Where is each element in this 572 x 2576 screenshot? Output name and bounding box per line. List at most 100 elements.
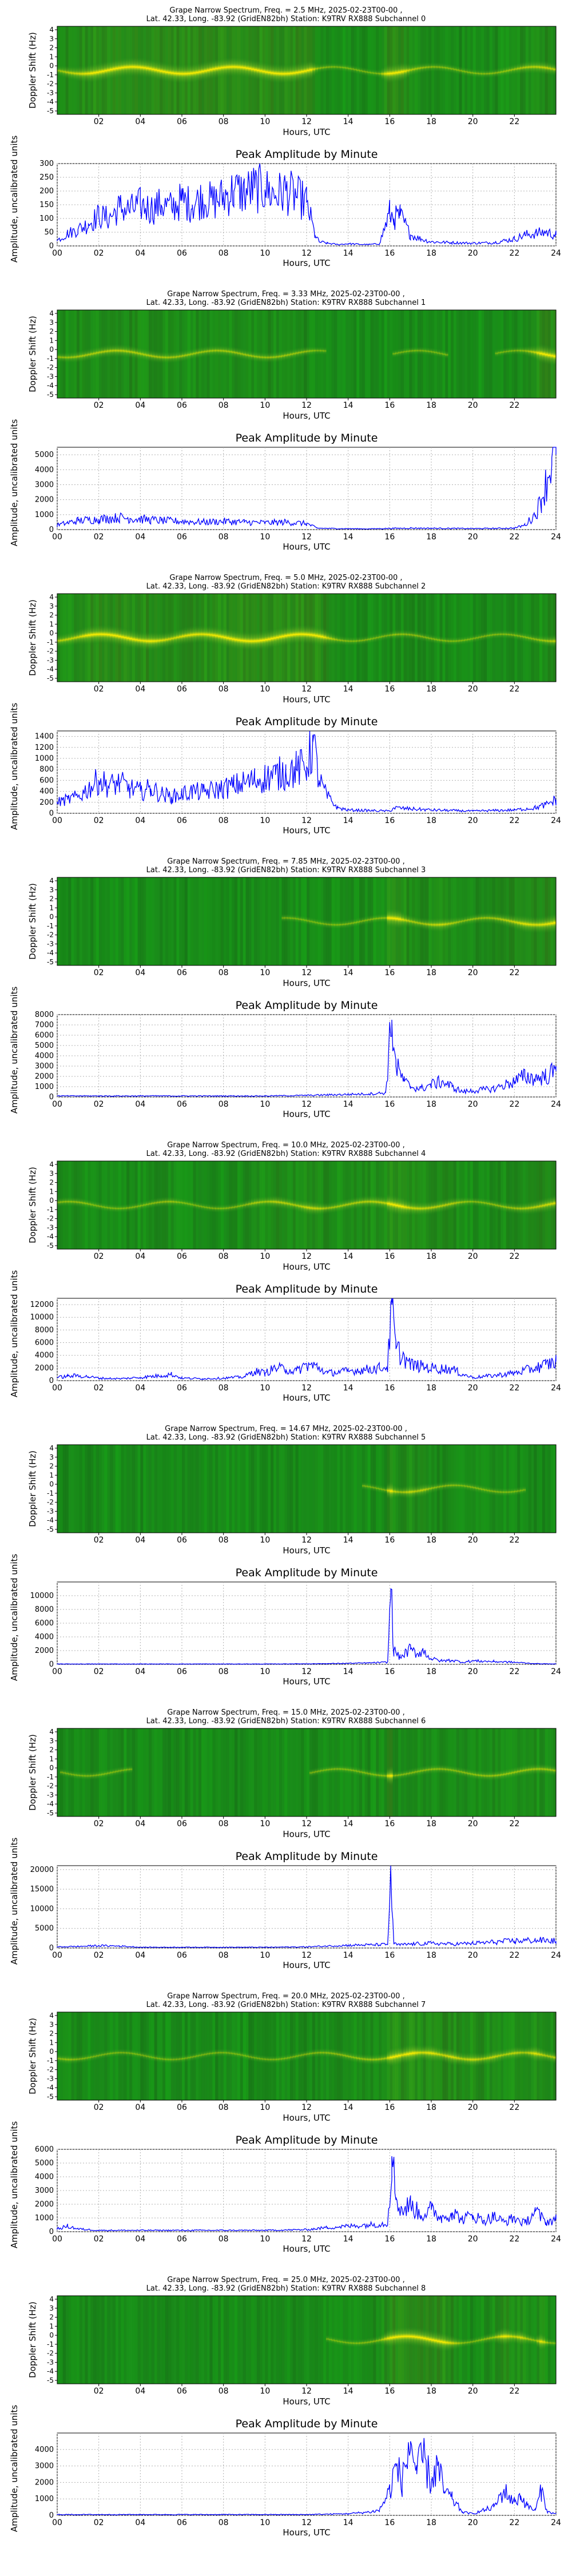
doppler-trace xyxy=(376,2053,379,2066)
doppler-trace xyxy=(522,915,526,933)
doppler-trace xyxy=(331,62,335,71)
x-tick-label: 20 xyxy=(468,968,478,977)
doppler-trace xyxy=(98,345,102,359)
doppler-trace xyxy=(376,633,379,642)
x-tick-label: 16 xyxy=(384,1100,395,1109)
doppler-trace xyxy=(403,347,407,356)
doppler-trace xyxy=(450,2335,454,2352)
doppler-trace xyxy=(304,624,307,645)
doppler-trace xyxy=(301,2050,304,2060)
doppler-trace xyxy=(381,66,385,81)
doppler-trace xyxy=(281,2054,285,2064)
x-tick-label: 12 xyxy=(301,401,312,410)
doppler-trace xyxy=(190,348,193,360)
spectrogram-column xyxy=(204,1445,208,1533)
doppler-trace xyxy=(334,62,337,71)
y-tick-label: -2 xyxy=(47,1782,54,1790)
spectrogram-subtitle: Lat. 42.33, Long. -83.92 (GridEN82bh) St… xyxy=(146,299,426,307)
doppler-trace xyxy=(304,346,307,357)
doppler-trace xyxy=(553,634,557,649)
doppler-trace xyxy=(334,2336,337,2346)
doppler-trace xyxy=(517,1202,521,1215)
doppler-trace xyxy=(179,627,182,646)
doppler-trace xyxy=(115,343,119,358)
doppler-trace xyxy=(201,2050,205,2060)
doppler-trace xyxy=(160,61,163,82)
x-tick-label: 16 xyxy=(384,249,395,258)
doppler-trace xyxy=(193,347,196,360)
spectrogram-column xyxy=(182,2296,185,2384)
y-tick-label: -4 xyxy=(47,98,54,106)
doppler-trace xyxy=(412,1484,415,1499)
doppler-trace xyxy=(256,630,260,651)
doppler-trace xyxy=(520,1765,523,1777)
doppler-trace xyxy=(107,59,110,81)
doppler-trace xyxy=(165,2055,169,2064)
doppler-trace xyxy=(414,62,418,75)
doppler-trace xyxy=(470,2051,474,2068)
y-tick-label: 3 xyxy=(49,319,54,327)
doppler-trace xyxy=(545,60,548,75)
y-tick-label: 3 xyxy=(49,35,54,43)
x-tick-label: 12 xyxy=(301,2518,312,2527)
spectrogram-subtitle: Lat. 42.33, Long. -83.92 (GridEN82bh) St… xyxy=(146,2284,426,2293)
spectrogram-column xyxy=(304,1728,307,1816)
spectrogram-column xyxy=(132,2296,136,2384)
x-tick-label: 18 xyxy=(426,1819,436,1828)
spectrogram-column xyxy=(160,1728,163,1816)
doppler-trace xyxy=(126,2048,130,2058)
spectrogram-column xyxy=(198,877,202,965)
x-tick-label: 22 xyxy=(509,1951,519,1960)
doppler-trace xyxy=(96,1770,100,1780)
doppler-trace xyxy=(157,631,160,650)
spectrogram-column xyxy=(484,310,487,398)
doppler-trace xyxy=(412,1767,415,1778)
doppler-trace xyxy=(414,630,418,641)
doppler-trace xyxy=(450,1765,454,1775)
doppler-trace xyxy=(356,1766,360,1776)
doppler-trace xyxy=(450,636,454,646)
doppler-trace xyxy=(220,2048,224,2057)
doppler-trace xyxy=(179,63,182,84)
doppler-trace xyxy=(412,1200,415,1217)
doppler-trace xyxy=(112,2049,116,2058)
doppler-trace xyxy=(320,919,324,928)
spectrogram-column xyxy=(243,1445,246,1533)
spectrogram-column xyxy=(334,310,337,398)
doppler-trace xyxy=(312,61,316,78)
x-tick-label: 10 xyxy=(260,1100,270,1109)
doppler-trace xyxy=(206,345,210,357)
spectrogram-column xyxy=(259,2296,263,2384)
x-tick-label: 14 xyxy=(343,117,353,126)
y-tick-label: 4 xyxy=(49,2011,54,2020)
doppler-trace xyxy=(68,351,72,364)
x-tick-label: 18 xyxy=(426,2103,436,2112)
doppler-trace xyxy=(273,63,277,84)
doppler-trace xyxy=(417,346,421,355)
spectrogram-column xyxy=(165,2296,169,2384)
doppler-trace xyxy=(384,2052,387,2065)
y-tick-label: 1 xyxy=(49,53,54,61)
doppler-trace xyxy=(528,915,531,934)
spectrogram-column xyxy=(137,1445,141,1533)
doppler-trace xyxy=(542,634,546,647)
doppler-trace xyxy=(431,634,435,644)
x-tick-label: 14 xyxy=(343,968,353,977)
doppler-trace xyxy=(381,1195,385,1210)
doppler-trace xyxy=(486,1770,490,1782)
x-tick-label: 02 xyxy=(94,2103,104,2112)
doppler-trace xyxy=(254,2053,257,2062)
spectrogram-column xyxy=(206,1728,210,1816)
spectrogram-column xyxy=(198,2296,202,2384)
doppler-trace xyxy=(271,62,274,84)
doppler-trace xyxy=(124,344,127,358)
doppler-trace xyxy=(412,630,415,641)
spectrogram-column xyxy=(154,877,157,965)
x-tick-label: 02 xyxy=(94,816,104,825)
y-tick-label: 2 xyxy=(49,328,54,336)
doppler-trace xyxy=(534,1763,537,1775)
doppler-trace xyxy=(76,350,80,363)
x-tick-label: 24 xyxy=(551,1100,561,1109)
doppler-trace xyxy=(464,915,468,926)
y-axis-label: Doppler Shift (Hz) xyxy=(27,1167,38,1243)
